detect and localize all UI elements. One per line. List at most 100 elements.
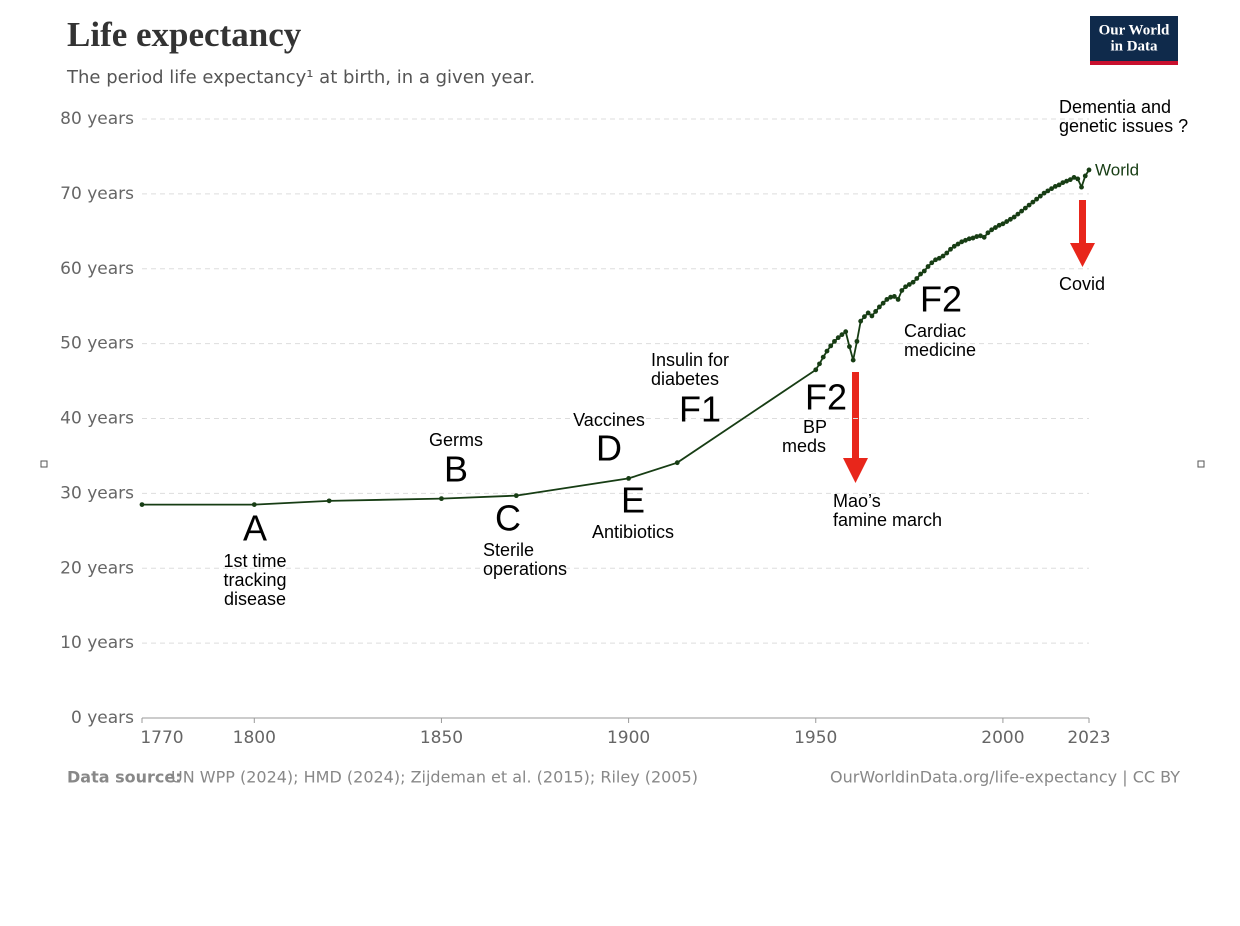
logo-text: Our World bbox=[1099, 22, 1170, 38]
point bbox=[850, 357, 856, 363]
point bbox=[914, 276, 920, 281]
annotation: Sterile bbox=[483, 540, 534, 560]
point bbox=[970, 235, 976, 241]
point bbox=[933, 257, 938, 263]
x-tick-label: 2000 bbox=[981, 728, 1024, 748]
point bbox=[925, 264, 931, 269]
annotation: Germs bbox=[429, 430, 483, 450]
point bbox=[895, 297, 901, 302]
annotation: operations bbox=[483, 559, 567, 579]
arrow-head bbox=[1070, 243, 1095, 267]
point bbox=[936, 255, 942, 261]
point bbox=[974, 234, 980, 239]
y-tick-label: 50 years bbox=[60, 334, 134, 354]
point bbox=[880, 300, 886, 306]
point bbox=[847, 344, 852, 350]
x-tick-label: 1900 bbox=[607, 728, 650, 748]
handle bbox=[1197, 460, 1205, 468]
logo: Our World in Data bbox=[1090, 16, 1178, 65]
y-tick-label: 80 years bbox=[60, 109, 134, 129]
point bbox=[918, 271, 923, 277]
annotation: medicine bbox=[904, 340, 976, 360]
annotation: 1st time bbox=[223, 551, 286, 571]
point bbox=[869, 313, 875, 319]
point bbox=[1000, 221, 1006, 227]
point bbox=[1007, 216, 1013, 222]
point bbox=[884, 297, 890, 302]
annotation: disease bbox=[224, 589, 286, 609]
point bbox=[891, 294, 897, 299]
point bbox=[824, 348, 830, 354]
point bbox=[959, 239, 965, 245]
point bbox=[1022, 205, 1028, 211]
point bbox=[1052, 183, 1058, 189]
point bbox=[929, 260, 935, 266]
point bbox=[1071, 175, 1077, 180]
annotation: tracking bbox=[223, 570, 286, 590]
point bbox=[674, 460, 680, 466]
point bbox=[1041, 190, 1047, 196]
chart-title: Life expectancy bbox=[67, 15, 302, 54]
y-tick-label: 0 years bbox=[71, 708, 134, 728]
point bbox=[1015, 211, 1021, 217]
point bbox=[817, 361, 822, 367]
point bbox=[944, 250, 950, 256]
x-tick-label: 1850 bbox=[420, 728, 463, 748]
arrow bbox=[843, 372, 868, 483]
annotation: D bbox=[596, 428, 622, 469]
point bbox=[1034, 196, 1039, 202]
point bbox=[951, 243, 957, 249]
x-tick-label: 2023 bbox=[1067, 728, 1110, 748]
point bbox=[626, 476, 632, 481]
series-label: World bbox=[1095, 160, 1139, 179]
y-tick-label: 70 years bbox=[60, 184, 134, 204]
annotation: F1 bbox=[679, 389, 721, 430]
annotation: F2 bbox=[805, 377, 847, 418]
annotation: Dementia and bbox=[1059, 97, 1171, 117]
point bbox=[989, 227, 995, 233]
y-tick-label: 60 years bbox=[60, 259, 134, 279]
point bbox=[1086, 167, 1092, 173]
handle bbox=[40, 460, 48, 468]
annotation: Vaccines bbox=[573, 410, 645, 430]
point bbox=[906, 282, 912, 287]
arrow bbox=[1070, 200, 1095, 267]
point bbox=[439, 496, 444, 502]
point bbox=[1019, 208, 1025, 214]
annotation: Covid bbox=[1059, 274, 1105, 294]
point bbox=[1049, 186, 1054, 192]
annotation: meds bbox=[782, 436, 826, 456]
x-tick-label: 1800 bbox=[233, 728, 276, 748]
point bbox=[899, 288, 905, 293]
arrow-shaft bbox=[852, 372, 859, 460]
annotation: famine march bbox=[833, 510, 942, 530]
point bbox=[1064, 178, 1069, 184]
annotation: E bbox=[621, 480, 645, 521]
point bbox=[1067, 177, 1073, 183]
y-tick-label: 30 years bbox=[60, 483, 134, 503]
point bbox=[858, 318, 864, 324]
point bbox=[1060, 180, 1066, 186]
point bbox=[873, 309, 879, 314]
point bbox=[888, 294, 894, 300]
annotation: diabetes bbox=[651, 369, 719, 389]
point bbox=[1045, 188, 1051, 194]
point bbox=[1026, 202, 1032, 208]
point bbox=[854, 338, 860, 344]
logo-text: in Data bbox=[1110, 38, 1158, 54]
point bbox=[996, 222, 1002, 228]
point bbox=[948, 246, 953, 252]
point bbox=[1079, 184, 1084, 190]
point bbox=[1056, 182, 1062, 188]
annotation: BP bbox=[803, 417, 827, 437]
point bbox=[921, 268, 927, 274]
point bbox=[139, 502, 145, 508]
point bbox=[865, 310, 871, 316]
point bbox=[981, 234, 987, 240]
y-tick-label: 20 years bbox=[60, 558, 134, 578]
point bbox=[1030, 199, 1036, 205]
point bbox=[513, 493, 519, 499]
point bbox=[966, 236, 972, 242]
annotation: C bbox=[495, 498, 521, 539]
